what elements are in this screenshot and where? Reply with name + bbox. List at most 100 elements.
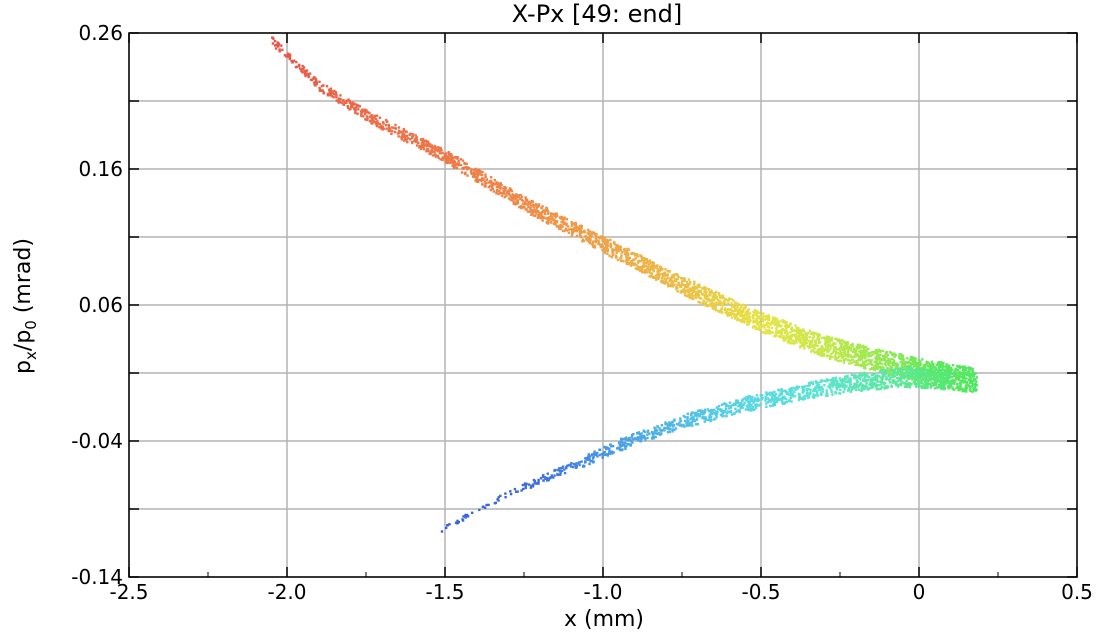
data-point <box>876 374 879 377</box>
data-point <box>723 402 726 405</box>
data-point <box>384 124 388 127</box>
data-point <box>858 355 861 358</box>
data-point <box>718 293 721 296</box>
data-point <box>880 385 884 389</box>
data-point <box>539 477 543 480</box>
data-point <box>732 299 735 302</box>
data-point <box>421 137 425 141</box>
data-point <box>792 395 795 398</box>
data-point <box>955 374 958 377</box>
data-point <box>954 368 957 371</box>
data-point <box>810 349 814 352</box>
data-point <box>639 435 643 438</box>
data-point <box>519 205 523 208</box>
data-point <box>940 370 943 373</box>
data-point <box>725 309 728 312</box>
data-point <box>434 155 438 158</box>
data-point <box>937 383 941 387</box>
data-point <box>781 389 784 393</box>
data-point <box>377 122 380 125</box>
data-point <box>748 402 751 405</box>
data-point <box>541 219 544 222</box>
data-point <box>877 354 880 357</box>
data-point <box>464 171 467 174</box>
data-point <box>344 101 347 104</box>
data-point <box>597 241 600 245</box>
data-point <box>961 371 964 375</box>
data-point <box>843 348 846 352</box>
data-point <box>813 389 816 392</box>
data-point <box>755 398 758 401</box>
data-point <box>886 369 890 372</box>
data-point <box>348 101 352 104</box>
data-point <box>912 365 916 368</box>
data-point <box>281 48 284 52</box>
data-point <box>843 383 846 386</box>
data-point <box>735 410 738 413</box>
data-point <box>668 421 671 424</box>
data-point <box>375 114 379 117</box>
data-point <box>511 197 514 200</box>
data-point <box>816 335 819 339</box>
data-point <box>823 379 826 383</box>
data-point <box>354 108 357 112</box>
data-point <box>646 267 649 271</box>
data-point <box>810 340 813 343</box>
data-point <box>676 422 679 426</box>
data-point <box>781 319 784 322</box>
data-point <box>915 369 918 372</box>
data-point <box>914 373 917 376</box>
data-point <box>867 378 870 382</box>
data-point <box>757 399 760 402</box>
data-point <box>813 332 816 335</box>
data-point <box>666 426 669 429</box>
data-point <box>559 224 562 227</box>
data-point <box>698 301 702 304</box>
data-point <box>938 380 942 384</box>
data-point <box>822 354 825 357</box>
data-point <box>838 348 842 352</box>
data-point <box>556 472 559 476</box>
data-point <box>619 245 622 248</box>
data-point <box>856 343 859 346</box>
data-point <box>770 392 774 395</box>
data-point <box>310 78 314 82</box>
data-point <box>870 377 873 380</box>
data-point <box>456 519 459 523</box>
data-point <box>538 213 541 216</box>
data-point <box>563 471 567 475</box>
data-point <box>627 439 630 442</box>
data-point <box>299 67 302 70</box>
data-point <box>723 409 727 413</box>
data-point <box>708 416 711 419</box>
data-point <box>533 208 536 212</box>
data-point <box>667 423 670 426</box>
data-point <box>827 335 831 339</box>
data-point <box>663 426 666 430</box>
data-point <box>518 205 521 209</box>
data-point <box>620 251 623 254</box>
data-point <box>337 97 340 100</box>
data-point <box>837 348 840 351</box>
data-point <box>830 382 834 385</box>
data-point <box>508 192 511 196</box>
data-point <box>896 362 899 365</box>
data-point <box>784 328 787 331</box>
data-point <box>893 352 896 355</box>
data-point <box>922 377 925 381</box>
data-point <box>592 452 596 456</box>
y-tick-label: 0.16 <box>78 157 123 181</box>
data-point <box>962 369 965 372</box>
data-point <box>819 380 822 384</box>
data-point <box>954 373 957 376</box>
data-point <box>780 399 783 402</box>
data-point <box>850 349 853 352</box>
data-point <box>765 323 768 327</box>
data-point <box>318 88 322 91</box>
data-point <box>604 247 608 250</box>
data-point <box>883 387 886 390</box>
data-point <box>905 368 909 371</box>
data-point <box>728 311 731 314</box>
data-point <box>756 310 759 313</box>
data-point <box>524 208 527 211</box>
